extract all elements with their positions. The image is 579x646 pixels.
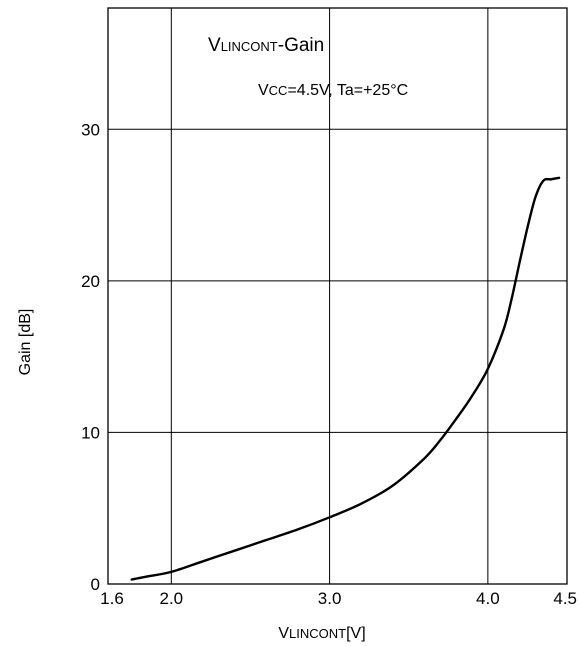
x-tick-labels: 1.6 2.0 3.0 4.0 4.5 <box>100 589 577 608</box>
plot-frame <box>107 7 568 585</box>
x-tick-label: 4.5 <box>553 589 577 608</box>
curve-layer <box>130 176 561 581</box>
y-tick-labels: 0 10 20 30 <box>81 120 100 594</box>
x-tick-label: 2.0 <box>159 589 183 608</box>
chart-title: VLINCONT-Gain <box>208 35 324 56</box>
x-tick-label: 3.0 <box>318 589 342 608</box>
y-tick-label: 0 <box>91 575 100 594</box>
x-tick-label: 1.6 <box>100 589 124 608</box>
x-axis-label: VLINCONT[V] <box>278 625 365 642</box>
y-tick-label: 10 <box>81 423 100 442</box>
y-axis-label: Gain [dB] <box>17 309 34 376</box>
y-tick-label: 30 <box>81 120 100 139</box>
x-tick-label: 4.0 <box>476 589 500 608</box>
grid-lines <box>108 8 567 584</box>
y-tick-label: 20 <box>81 272 100 291</box>
series-line-0 <box>130 176 561 581</box>
conditions-label: VCC=4.5V, Ta=+25°C <box>258 82 408 99</box>
